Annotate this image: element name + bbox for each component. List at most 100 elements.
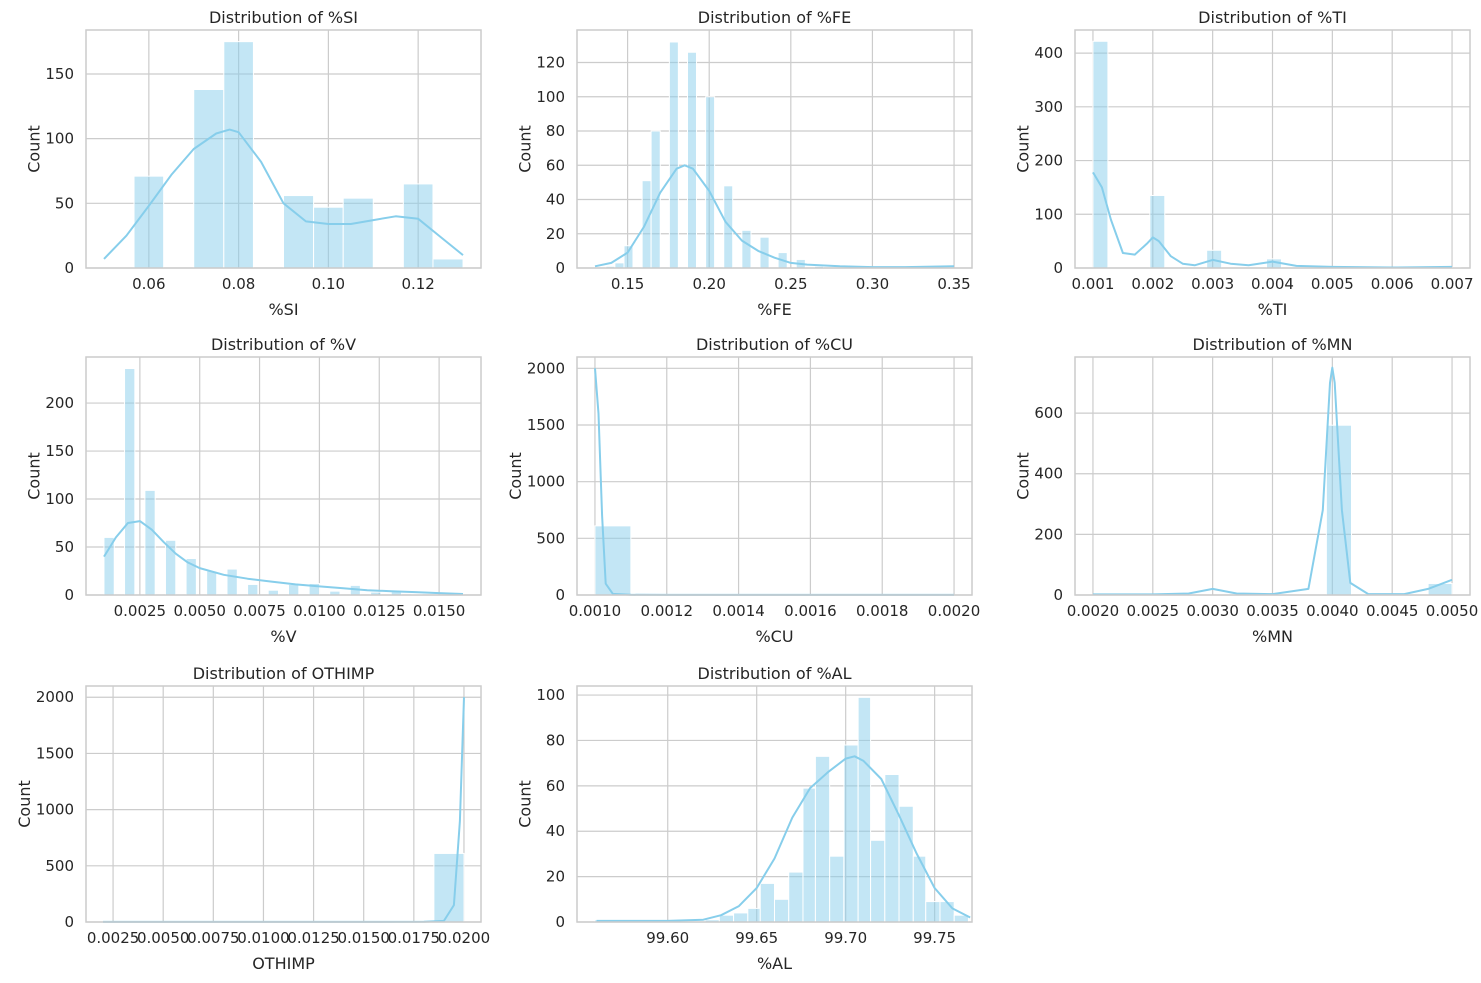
histogram-bar [206,570,218,596]
histogram-bar [788,871,804,923]
x-tick-label: 0.0125 [287,929,340,947]
y-axis-label: Count [15,780,34,828]
x-tick-label: 0.007 [1431,275,1474,293]
histogram-bar [342,197,374,269]
histogram-bar [1149,194,1166,269]
y-tick-label: 0 [1053,259,1063,277]
x-tick-label: 0.0100 [237,929,290,947]
histogram-bar [843,744,859,923]
x-tick-label: 0.0018 [856,602,909,620]
histogram-bar [623,245,634,269]
x-axis-label: %MN [1252,627,1293,646]
x-tick-label: 99.65 [735,929,778,947]
kde-line [1093,366,1453,596]
x-axis-label: OTHIMP [252,954,315,973]
x-tick-label: 0.006 [1371,275,1414,293]
y-tick-label: 200 [1034,152,1063,170]
x-tick-label: 0.0020 [928,602,981,620]
chart-title: Distribution of %V [211,335,356,354]
chart-panel: 0.0025 0.0050 0.0075 0.0100 0.0125 0.0150 0 50 1… [25,335,482,646]
y-axis-label: Count [516,125,535,173]
histogram-bar [802,787,816,923]
y-axis-label: Count [25,452,44,500]
y-tick-label: 2000 [527,359,565,377]
histogram-bar [103,536,115,596]
y-axis-label: Count [516,780,535,828]
chart-title: Distribution of %CU [696,335,853,354]
y-tick-label: 1500 [527,416,565,434]
x-tick-label: 0.005 [1311,275,1354,293]
histogram-bar [870,839,886,923]
y-tick-label: 0 [555,259,565,277]
x-axis-label: %CU [755,627,793,646]
axes-frame [576,685,973,923]
y-tick-label: 40 [546,191,565,209]
histogram-bar [718,914,735,923]
y-tick-label: 0 [555,586,565,604]
chart-panel: 0.001 0.002 0.003 0.004 0.005 0.006 0.007 0 100 2… [1014,8,1474,319]
histogram-bar [226,568,238,596]
x-tick-label: 99.70 [824,929,867,947]
y-tick-label: 300 [1034,98,1063,116]
x-tick-label: 0.0010 [569,602,622,620]
histogram-bar [288,583,300,596]
chart-title: Distribution of %SI [209,8,358,27]
y-tick-label: 60 [546,156,565,174]
chart-panel: 0.0010 0.0012 0.0014 0.0016 0.0018 0.0020 0 500… [506,335,980,646]
x-tick-label: 0.0020 [1067,602,1120,620]
x-tick-label: 0.0040 [1306,602,1359,620]
histogram-bar [741,229,752,269]
x-tick-label: 0.0125 [353,602,406,620]
x-tick-label: 0.0025 [1127,602,1180,620]
chart-title: Distribution of %FE [698,8,851,27]
histogram-bar [433,852,465,923]
y-tick-label: 40 [546,822,565,840]
x-tick-label: 0.003 [1191,275,1234,293]
x-tick-label: 0.0075 [233,602,286,620]
histogram-bar [774,898,790,923]
y-tick-label: 80 [546,731,565,749]
y-tick-label: 0 [555,913,565,931]
histogram-bar [733,912,749,923]
kde-line [1092,171,1453,269]
y-tick-label: 100 [45,130,74,148]
x-tick-label: 0.35 [937,275,970,293]
y-tick-label: 0 [64,259,74,277]
histogram-bar [313,206,344,269]
x-tick-label: 0.0012 [641,602,694,620]
x-axis-label: %FE [757,300,792,319]
axes-frame [576,29,973,269]
x-tick-label: 0.25 [774,275,807,293]
histogram-bar [705,96,716,269]
x-tick-label: 0.001 [1071,275,1114,293]
kde-line [103,128,464,260]
axes-frame [1074,356,1471,596]
y-tick-label: 1000 [36,801,74,819]
x-tick-label: 0.0050 [1426,602,1479,620]
histogram-bar [687,51,697,269]
y-axis-label: Count [506,452,525,500]
histogram-bar [884,774,900,923]
y-axis-label: Count [25,125,44,173]
y-tick-label: 120 [536,54,565,72]
y-tick-label: 150 [45,65,74,83]
x-tick-label: 99.75 [913,929,956,947]
histogram-bar [668,41,679,269]
histogram-bar [594,525,632,596]
x-tick-label: 0.0030 [1186,602,1239,620]
histogram-bar [650,130,661,269]
chart-title: Distribution of %AL [698,664,852,683]
y-tick-label: 100 [536,686,565,704]
x-tick-label: 0.08 [222,275,255,293]
x-tick-label: 0.20 [693,275,726,293]
y-axis-label: Count [1014,452,1033,500]
chart-title: Distribution of %MN [1193,335,1353,354]
x-tick-label: 0.0035 [1246,602,1299,620]
histogram-bar [1206,249,1223,269]
y-tick-label: 1000 [527,473,565,491]
chart-title: Distribution of OTHIMP [193,664,375,683]
histogram-bar [124,368,136,596]
histogram-bar [759,882,775,923]
x-tick-label: 0.0016 [784,602,837,620]
